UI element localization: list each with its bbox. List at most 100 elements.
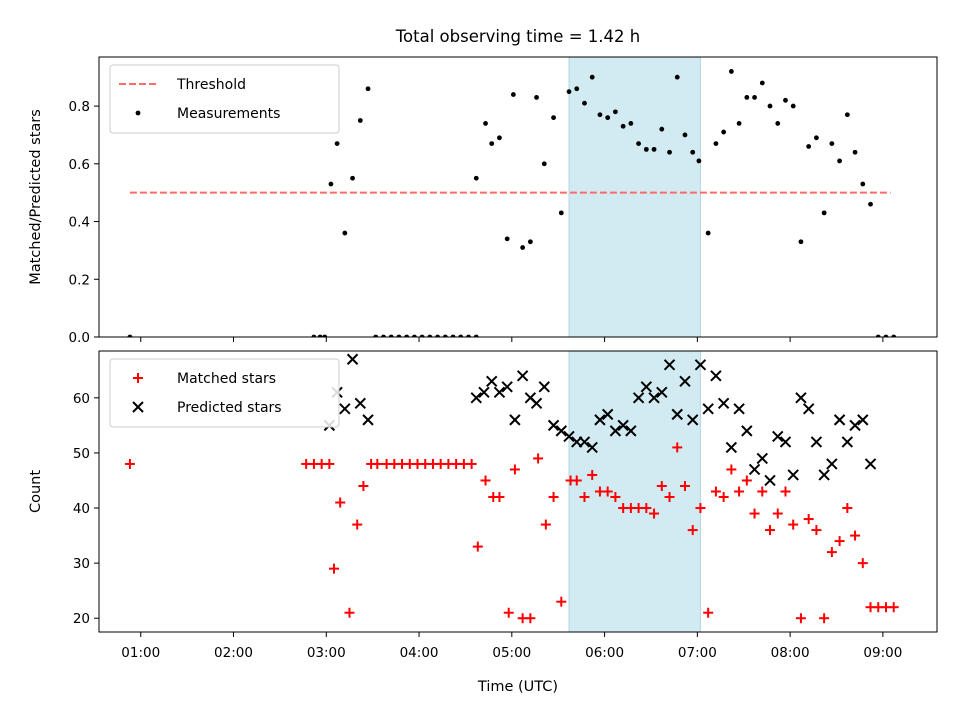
data-point — [551, 115, 556, 121]
data-point — [649, 508, 660, 519]
x-stroke-b — [702, 403, 714, 415]
observing-window — [568, 56, 701, 338]
data-point — [504, 236, 510, 242]
data-point — [703, 607, 714, 618]
data-point — [752, 95, 757, 100]
x-stroke-b — [346, 353, 359, 365]
x-stroke-b — [640, 381, 653, 393]
x-axis-label: Time (UTC) — [477, 679, 558, 695]
data-point — [833, 414, 846, 426]
y-tick-label: 0.6 — [69, 157, 90, 173]
data-point — [538, 381, 550, 393]
data-point — [756, 452, 768, 465]
x-stroke-b — [779, 436, 792, 448]
plot-area — [127, 69, 897, 337]
data-point — [656, 480, 667, 491]
x-tick-label: 05:00 — [492, 645, 531, 661]
data-point — [641, 503, 652, 514]
y-tick-label: 50 — [73, 446, 90, 462]
legend: Threshold Measurements — [109, 64, 340, 134]
data-point — [821, 210, 827, 216]
data-point — [527, 239, 533, 245]
data-point — [679, 480, 690, 491]
bottom-panel: 01:00 02:00 03:00 04:00 05:00 06:00 07:00 08:00… — [28, 350, 938, 661]
x-tick-label: 01:00 — [121, 645, 160, 661]
data-point — [311, 334, 317, 337]
data-point — [783, 97, 788, 103]
legend-box — [109, 64, 340, 134]
data-point — [571, 475, 582, 486]
data-point — [772, 430, 784, 443]
x-stroke-b — [710, 370, 722, 382]
data-point — [354, 397, 367, 410]
data-point — [493, 386, 506, 399]
y-axis-label: Matched/Predicted stars — [28, 109, 44, 285]
data-point — [613, 109, 618, 115]
data-point — [772, 508, 783, 519]
data-point — [352, 519, 363, 530]
data-point — [883, 334, 889, 337]
data-point — [555, 425, 567, 437]
data-point — [765, 525, 776, 536]
y-tick-label: 60 — [73, 391, 90, 407]
data-point — [721, 129, 727, 135]
data-point — [834, 536, 845, 547]
x-stroke-b — [741, 425, 753, 437]
data-point — [329, 563, 340, 574]
data-point — [548, 492, 559, 503]
data-point — [748, 463, 761, 476]
axes-frame — [98, 350, 938, 633]
data-point — [373, 334, 379, 337]
data-point — [841, 436, 854, 448]
series-predicted-stars — [323, 353, 877, 487]
data-point — [744, 95, 750, 100]
y-tick-label: 30 — [73, 556, 90, 572]
x-stroke-b — [772, 430, 784, 443]
data-point — [510, 92, 516, 97]
data-point — [473, 175, 479, 181]
data-point — [667, 149, 672, 155]
x-stroke-b — [594, 414, 606, 426]
data-point — [322, 334, 328, 337]
data-point — [640, 381, 653, 393]
x-stroke-b — [687, 414, 699, 426]
data-point — [829, 141, 835, 146]
legend-label: Threshold — [176, 77, 246, 93]
legend-label: Predicted stars — [177, 400, 282, 416]
x-stroke-b — [756, 452, 768, 465]
x-stroke-b — [132, 401, 144, 413]
x-stroke-b — [802, 403, 815, 415]
x-stroke-b — [501, 381, 513, 393]
x-tick-label: 08:00 — [771, 645, 810, 661]
data-point — [466, 458, 477, 469]
data-point — [358, 480, 369, 491]
data-point — [779, 436, 792, 448]
x-stroke-b — [586, 441, 598, 454]
x-stroke-b — [864, 458, 877, 470]
data-point — [335, 497, 346, 508]
data-point — [819, 613, 830, 624]
data-point — [328, 181, 334, 187]
data-point — [795, 392, 807, 404]
y-tick-label: 0.8 — [69, 99, 90, 115]
x-stroke-b — [354, 397, 367, 410]
data-point — [396, 334, 402, 337]
chart-title: Total observing time = 1.42 h — [395, 27, 640, 46]
x-stroke-b — [795, 392, 807, 404]
legend-label: Measurements — [177, 106, 280, 122]
data-point — [694, 359, 707, 371]
data-point — [346, 353, 359, 365]
x-stroke-b — [478, 386, 490, 399]
data-point — [419, 334, 425, 337]
y-axis-label: Count — [28, 470, 44, 513]
data-point — [713, 141, 719, 146]
data-point — [696, 158, 702, 164]
data-point — [868, 201, 873, 207]
data-point — [587, 469, 598, 480]
x-stroke-b — [609, 425, 622, 437]
data-point — [857, 558, 868, 569]
data-point — [798, 239, 804, 245]
data-point — [803, 514, 814, 525]
x-stroke-b — [493, 386, 506, 399]
